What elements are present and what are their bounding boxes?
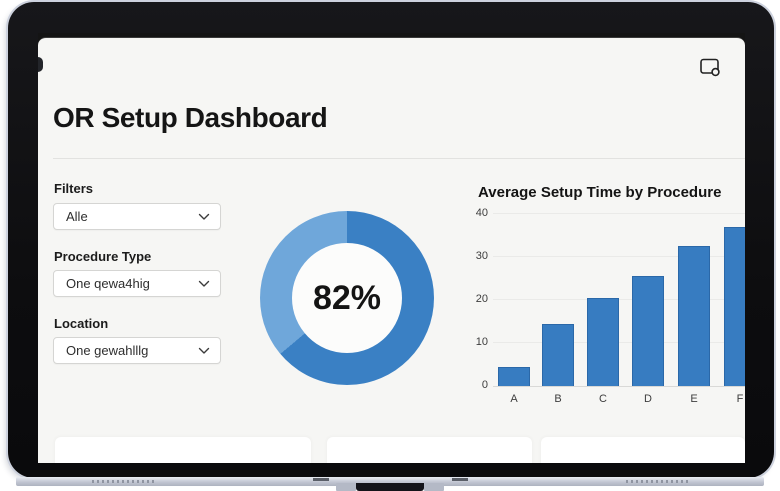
bar-A[interactable] <box>498 366 530 386</box>
location-select-value: One gewahlllg <box>66 343 149 358</box>
donut-center-label: 82% <box>312 278 382 317</box>
bar-plot: A B C D E F <box>493 213 745 405</box>
location-select[interactable]: One gewahlllg <box>53 337 221 364</box>
title-divider <box>53 158 745 159</box>
page-title: OR Setup Dashboard <box>53 102 328 133</box>
gridline <box>493 299 745 300</box>
bar-D[interactable] <box>632 276 664 386</box>
chevron-down-icon <box>198 280 210 287</box>
stand-hinge-left <box>336 483 356 491</box>
gridline <box>493 256 745 257</box>
filters-label: Filters <box>54 181 94 196</box>
x-tick-label: C <box>599 393 607 405</box>
setup-completion-donut[interactable]: 82% <box>260 211 434 385</box>
bar-C[interactable] <box>587 297 619 386</box>
gridline <box>493 342 745 343</box>
gridline <box>493 213 745 214</box>
y-tick-label: 40 <box>475 207 488 219</box>
x-tick-label: D <box>644 393 652 405</box>
x-tick-label: E <box>690 393 698 405</box>
device-bottom-edge <box>16 477 764 486</box>
dashboard-app: OR Setup Dashboard Filters Alle Procedur… <box>38 37 745 463</box>
bottom-card-1 <box>55 437 311 463</box>
y-tick-label: 30 <box>475 250 488 262</box>
stand-hinge-right <box>424 483 444 491</box>
x-tick-label: B <box>554 393 562 405</box>
bottom-card-2 <box>327 437 532 463</box>
procedure-type-select-value: One qewa4hig <box>66 276 150 291</box>
y-tick-label: 10 <box>475 336 488 348</box>
bar-F[interactable] <box>724 226 745 386</box>
bar-chart-title: Average Setup Time by Procedure <box>478 184 722 201</box>
procedure-type-select[interactable]: One qewa4hig <box>53 270 221 297</box>
speaker-grill-left <box>92 480 156 483</box>
device-screen: OR Setup Dashboard Filters Alle Procedur… <box>38 33 745 463</box>
bar-B[interactable] <box>542 323 574 386</box>
chevron-down-icon <box>198 347 210 354</box>
bar-E[interactable] <box>678 246 710 386</box>
speaker-grill-right <box>626 480 690 483</box>
y-tick-label: 0 <box>481 379 488 391</box>
donut-center: 82% <box>292 243 402 353</box>
x-tick-label: F <box>736 393 744 405</box>
procedure-type-label: Procedure Type <box>54 249 152 264</box>
stand-detail-right <box>452 478 468 481</box>
edge-handle <box>38 57 43 72</box>
x-tick-label: A <box>510 393 518 405</box>
screen-share-icon[interactable] <box>698 55 722 79</box>
filters-select-value: Alle <box>66 209 88 224</box>
stand-detail-left <box>313 478 329 481</box>
stand-connector <box>356 483 424 491</box>
location-label: Location <box>54 316 109 331</box>
y-axis: 0 10 20 30 40 <box>456 207 488 391</box>
y-tick-label: 20 <box>475 293 488 305</box>
chevron-down-icon <box>198 213 210 220</box>
bottom-card-3 <box>541 437 745 463</box>
filters-select[interactable]: Alle <box>53 203 221 230</box>
